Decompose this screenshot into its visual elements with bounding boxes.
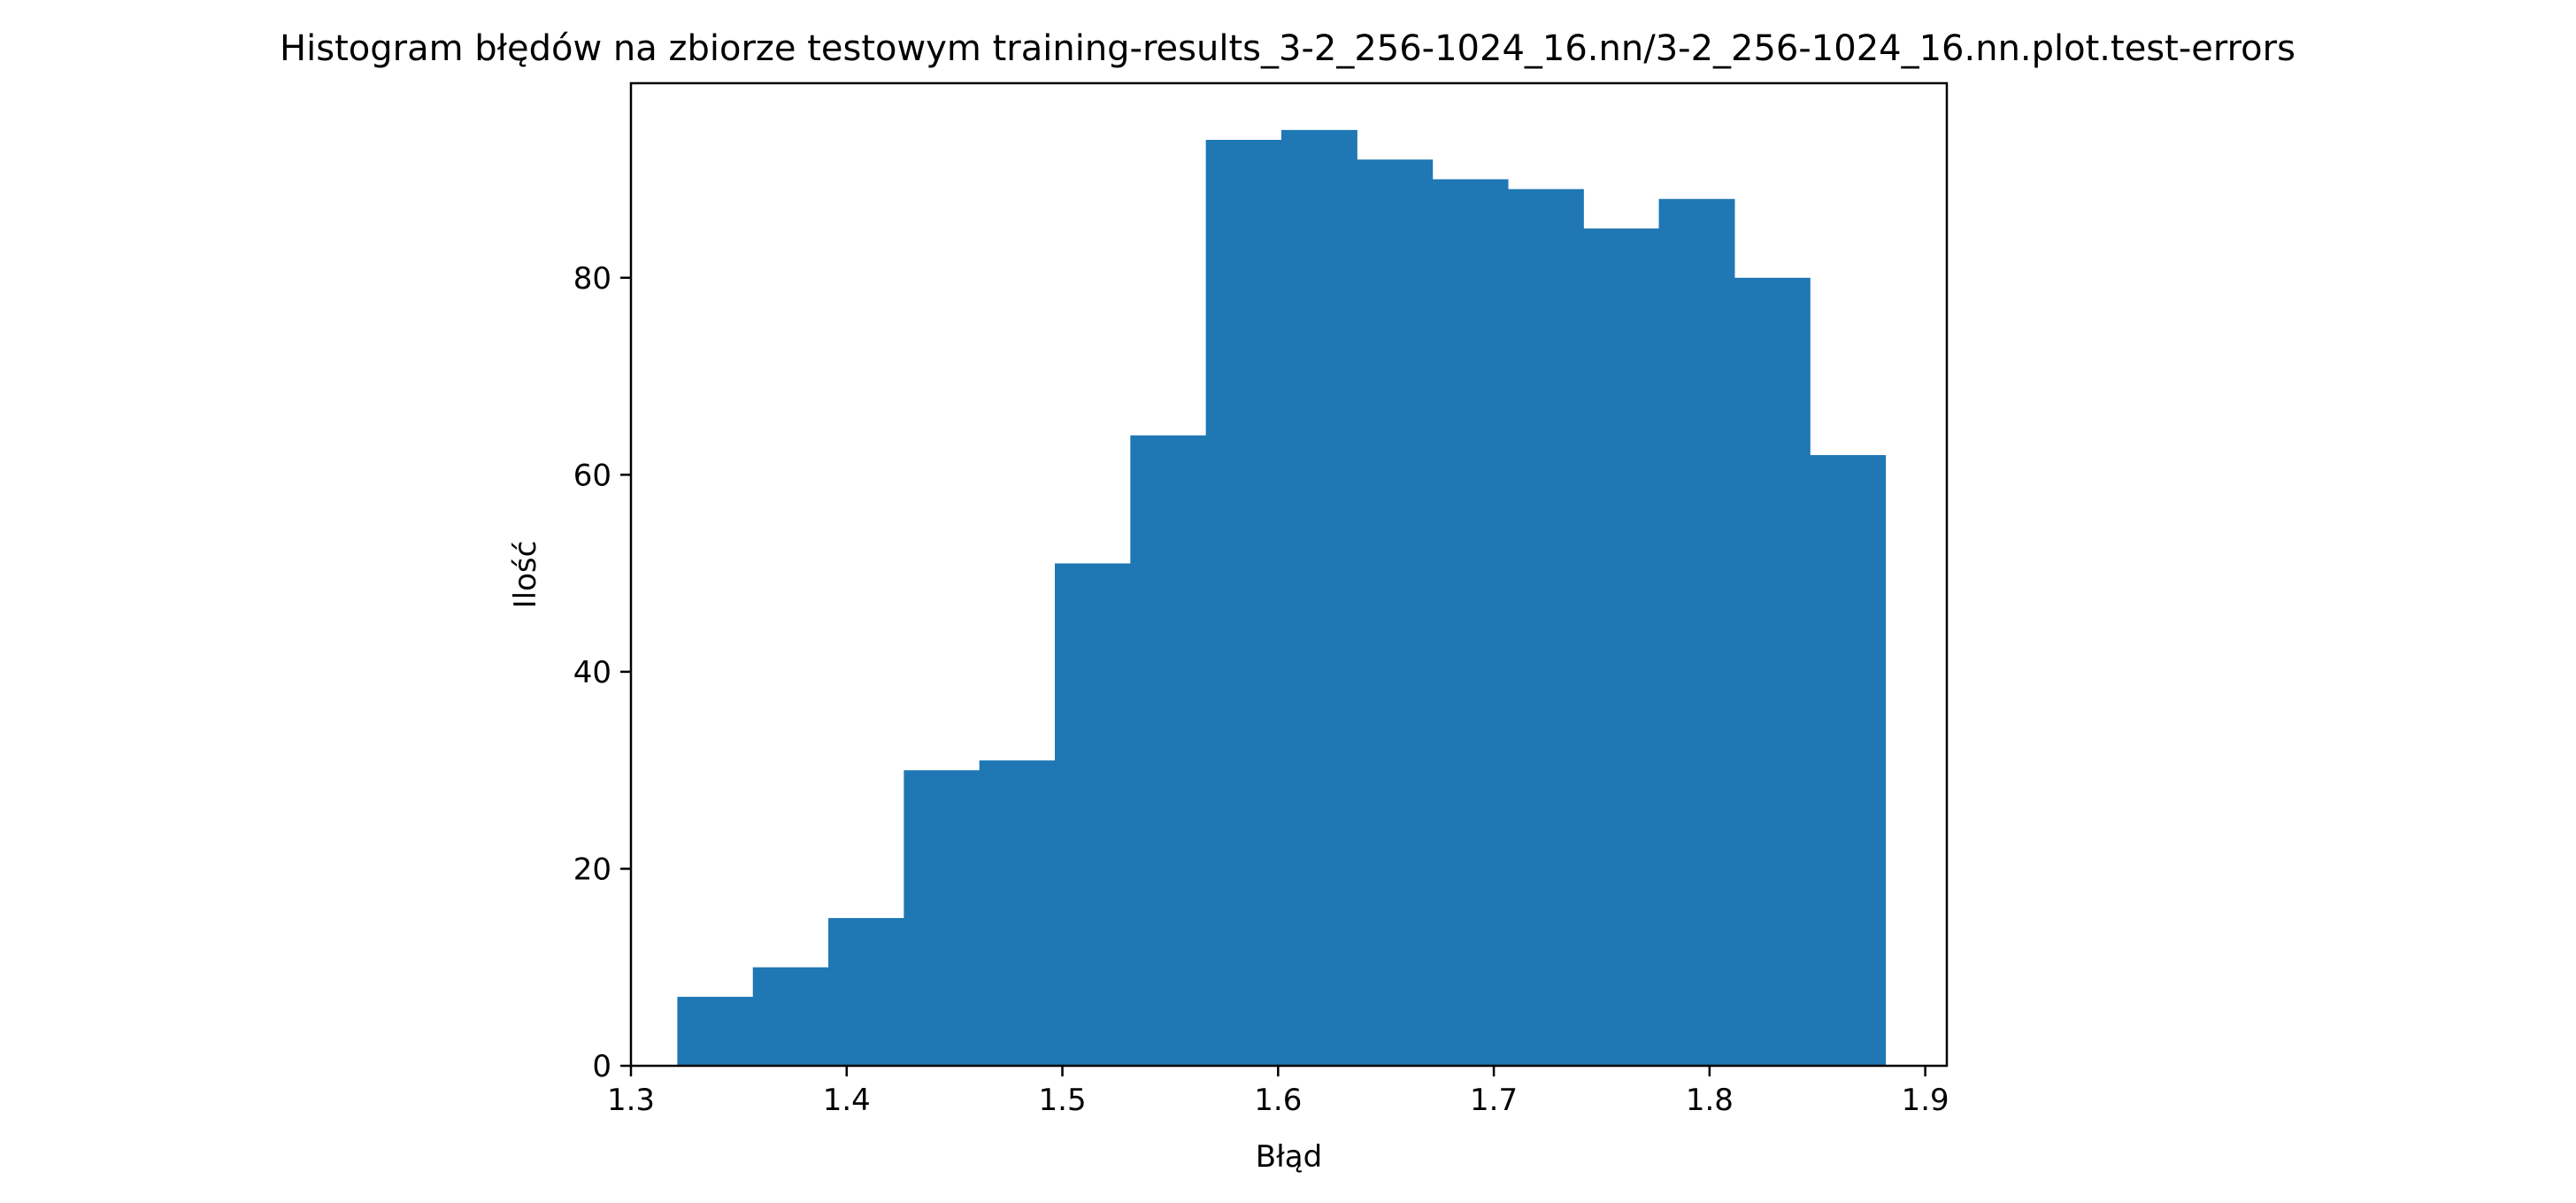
histogram-bar-10: [1432, 179, 1509, 1067]
y-axis-label: Ilość: [508, 541, 543, 609]
y-tick-label: 0: [592, 1049, 611, 1084]
histogram-bar-4: [979, 760, 1056, 1066]
x-tick-label: 1.3: [607, 1083, 655, 1118]
histogram-bar-3: [904, 770, 980, 1066]
chart-title: Histogram błędów na zbiorze testowym tra…: [280, 28, 2295, 69]
x-tick-label: 1.9: [1902, 1083, 1949, 1118]
histogram-bar-6: [1130, 435, 1207, 1066]
x-tick-label: 1.7: [1470, 1083, 1518, 1118]
x-tick-label: 1.6: [1254, 1083, 1302, 1118]
y-axis-ticks: 0 20 40 60 80: [573, 261, 631, 1084]
x-tick-label: 1.5: [1039, 1083, 1087, 1118]
histogram-bar-11: [1507, 189, 1584, 1067]
histogram-bar-9: [1357, 159, 1434, 1066]
y-tick-label: 60: [573, 458, 611, 493]
histogram-bar-15: [1810, 455, 1887, 1066]
y-tick-label: 80: [573, 261, 611, 297]
histogram-bar-2: [828, 918, 904, 1066]
y-tick-label: 40: [573, 655, 611, 690]
histogram-bar-5: [1055, 563, 1131, 1066]
histogram-bars: [677, 129, 1887, 1067]
histogram-bar-0: [677, 997, 754, 1066]
x-tick-label: 1.8: [1686, 1083, 1734, 1118]
x-tick-label: 1.4: [823, 1083, 871, 1118]
histogram-bar-8: [1280, 129, 1357, 1066]
histogram-bar-13: [1658, 198, 1735, 1066]
histogram-bar-7: [1205, 139, 1282, 1066]
plot-frame: [629, 81, 1949, 1068]
x-axis-ticks: 1.3 1.4 1.5 1.6 1.7 1.8 1.9: [607, 1066, 1949, 1118]
histogram-bar-1: [752, 967, 829, 1066]
histogram-bar-12: [1583, 228, 1660, 1066]
y-tick-label: 20: [573, 852, 611, 887]
histogram-bar-14: [1734, 277, 1811, 1067]
x-axis-label: Błąd: [1256, 1139, 1322, 1175]
